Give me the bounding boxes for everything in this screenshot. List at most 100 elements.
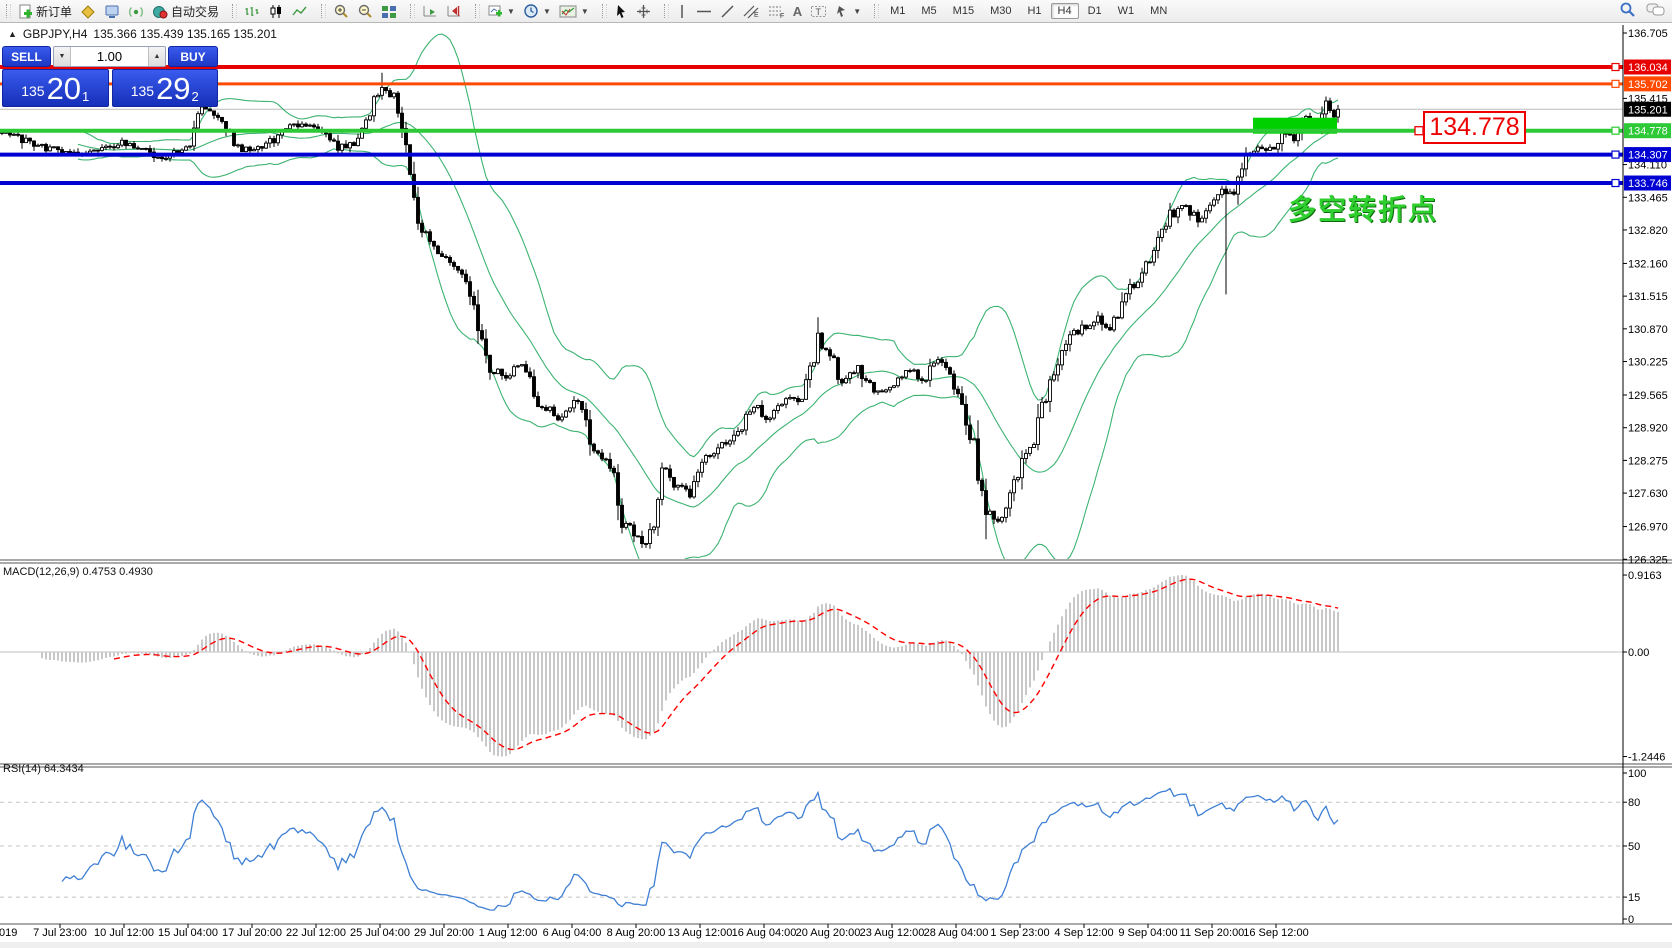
- svg-text:4 Jul 2019: 4 Jul 2019: [0, 927, 17, 939]
- svg-text:136.034: 136.034: [1628, 62, 1668, 74]
- sell-price-prefix: 135: [21, 83, 45, 99]
- autotrade-button[interactable]: 自动交易: [148, 1, 223, 21]
- svg-text:7 Jul 23:00: 7 Jul 23:00: [33, 927, 87, 939]
- clock-icon: [523, 3, 539, 19]
- svg-text:134.110: 134.110: [1628, 160, 1667, 172]
- svg-text:128.275: 128.275: [1628, 455, 1668, 467]
- annotation-note[interactable]: 多空转折点: [1288, 194, 1439, 225]
- sell-price-big: 20: [46, 71, 82, 106]
- toolbar-grip: [663, 4, 669, 18]
- timeframe-m1[interactable]: M1: [890, 5, 906, 17]
- candlestick-chart-button[interactable]: [264, 1, 288, 21]
- horizontal-lines-layer[interactable]: [0, 62, 1623, 188]
- time-axis[interactable]: 4 Jul 2019 7 Jul 23:00 10 Jul 12:00 15 Jul …: [0, 924, 1309, 939]
- text-label-icon: T: [810, 4, 827, 19]
- volume-down-button[interactable]: ▼: [54, 47, 71, 66]
- zoom-in-icon: [333, 3, 349, 19]
- template-button[interactable]: ▼: [555, 1, 593, 21]
- toolbar-grip: [410, 4, 416, 18]
- chat-icon[interactable]: [1646, 2, 1666, 21]
- svg-text:131.515: 131.515: [1628, 291, 1668, 303]
- svg-text:133.746: 133.746: [1628, 178, 1668, 190]
- svg-text:T: T: [816, 7, 822, 17]
- sell-button[interactable]: SELL: [2, 46, 51, 67]
- svg-text:0.9163: 0.9163: [1628, 570, 1662, 582]
- equidistant-channel-button[interactable]: E: [739, 1, 764, 21]
- new-chart-button[interactable]: ▼: [483, 1, 519, 21]
- chart-shift-icon: [446, 4, 462, 19]
- line-chart-button[interactable]: [288, 1, 312, 21]
- toolbar-group-newchart: ▼ ▼ ▼: [469, 0, 596, 22]
- search-icon[interactable]: [1619, 1, 1636, 21]
- main-toolbar: 新订单 自动交易: [0, 0, 1672, 23]
- svg-text:132.820: 132.820: [1628, 225, 1668, 237]
- svg-text:136.705: 136.705: [1628, 28, 1668, 40]
- auto-scroll-button[interactable]: [418, 1, 442, 21]
- autotrade-icon: [152, 4, 168, 19]
- text-label-button[interactable]: T: [806, 1, 831, 21]
- timeframe-mn[interactable]: MN: [1150, 5, 1168, 17]
- svg-text:16 Sep 12:00: 16 Sep 12:00: [1243, 927, 1308, 939]
- rsi-indicator-label: RSI(14) 64.3434: [3, 763, 84, 775]
- new-order-button[interactable]: 新订单: [14, 1, 76, 21]
- svg-text:1 Sep 23:00: 1 Sep 23:00: [990, 927, 1049, 939]
- toolbar-group-timeframes: M1 M5 M15 M30 H1 H4 D1 W1 MN: [868, 0, 1178, 22]
- svg-text:6 Aug 04:00: 6 Aug 04:00: [543, 927, 602, 939]
- cursor-button[interactable]: [610, 1, 632, 21]
- zoom-out-button[interactable]: [353, 1, 377, 21]
- buy-price-big: 29: [156, 71, 191, 106]
- panel-separators[interactable]: [0, 559, 1672, 925]
- deposit-button[interactable]: [76, 1, 100, 21]
- channel-icon: E: [743, 4, 760, 19]
- timeframe-w1[interactable]: W1: [1117, 5, 1135, 17]
- toolbar-group-objects: E F A T ▼: [658, 0, 868, 22]
- cursor-icon: [614, 4, 628, 19]
- fibonacci-button[interactable]: F: [764, 1, 789, 21]
- bar-chart-icon: [244, 4, 260, 19]
- buy-button[interactable]: BUY: [168, 46, 218, 67]
- svg-text:8 Aug 20:00: 8 Aug 20:00: [607, 927, 666, 939]
- bollinger-bands-layer: [77, 33, 1339, 559]
- terminal-button[interactable]: [100, 1, 124, 21]
- volume-up-button[interactable]: ▲: [148, 47, 165, 66]
- trendline-button[interactable]: [716, 1, 739, 21]
- crosshair-icon: [636, 4, 651, 19]
- timeframe-h4[interactable]: H4: [1050, 3, 1079, 19]
- candles-layer: [0, 72, 1340, 549]
- zoom-in-button[interactable]: [329, 1, 353, 21]
- svg-text:29 Jul 20:00: 29 Jul 20:00: [414, 927, 474, 939]
- timeframe-d1[interactable]: D1: [1087, 5, 1102, 17]
- horizontal-line-button[interactable]: [692, 1, 716, 21]
- bar-chart-button[interactable]: [240, 1, 264, 21]
- svg-text:15: 15: [1628, 892, 1640, 904]
- crosshair-button[interactable]: [632, 1, 655, 21]
- svg-text:135.201: 135.201: [1628, 104, 1668, 116]
- svg-text:134.778: 134.778: [1628, 126, 1668, 138]
- volume-value[interactable]: 1.00: [96, 49, 123, 64]
- dropdown-caret: ▼: [542, 6, 551, 16]
- template-icon: [559, 4, 577, 19]
- timeframe-m15[interactable]: M15: [952, 5, 975, 17]
- timeframe-h1[interactable]: H1: [1027, 5, 1042, 17]
- buy-price-display[interactable]: 135 29 2: [111, 69, 218, 107]
- toolbar-group-trade: 新订单 自动交易: [0, 0, 226, 22]
- timeframe-m5[interactable]: M5: [921, 5, 937, 17]
- arrows-button[interactable]: ▼: [831, 1, 865, 21]
- chart-shift-button[interactable]: [442, 1, 466, 21]
- sell-price-display[interactable]: 135 20 1: [2, 69, 109, 107]
- svg-text:22 Jul 12:00: 22 Jul 12:00: [286, 927, 346, 939]
- timeframe-m30[interactable]: M30: [990, 5, 1012, 17]
- buy-price-prefix: 135: [130, 83, 155, 99]
- price-callout-label[interactable]: 134.778: [1423, 111, 1526, 144]
- period-button[interactable]: ▼: [519, 1, 555, 21]
- text-tool-button[interactable]: A: [789, 1, 806, 21]
- signals-icon: [128, 4, 144, 19]
- price-axis[interactable]: 136.705135.415134.110133.465132.820132.1…: [1622, 25, 1671, 926]
- arrows-icon: [835, 4, 849, 19]
- tile-windows-button[interactable]: [377, 1, 401, 21]
- panel-toggle-icon[interactable]: ▲: [8, 29, 17, 39]
- signals-button[interactable]: [124, 1, 148, 21]
- vertical-line-button[interactable]: [672, 1, 692, 21]
